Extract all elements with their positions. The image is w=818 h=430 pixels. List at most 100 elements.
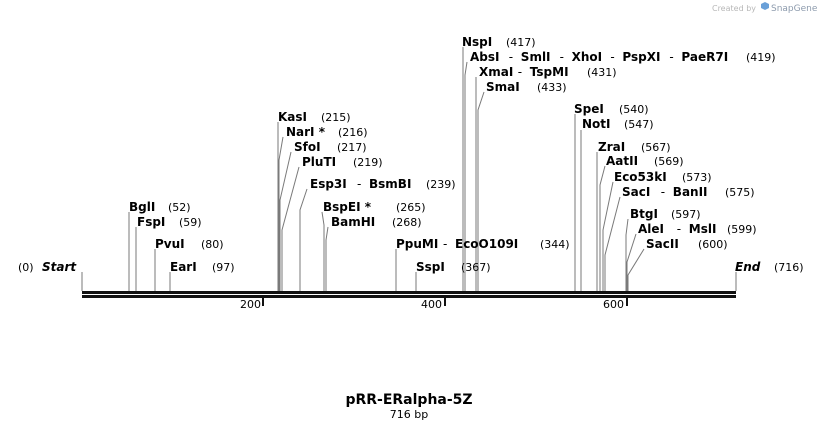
enzyme-cut-position: (216): [338, 126, 368, 139]
enzyme-name[interactable]: SmaI: [486, 80, 520, 94]
enzyme-name[interactable]: KasI: [278, 110, 307, 124]
enzyme-name[interactable]: EcoO109I: [455, 237, 518, 251]
enzyme-name[interactable]: XhoI: [572, 50, 603, 64]
start-position: (0): [18, 261, 34, 274]
leader-line: [602, 181, 614, 291]
enzyme-cut-position: (597): [671, 208, 701, 221]
enzyme-cut-position: (344): [540, 238, 570, 251]
leader-line: [625, 218, 629, 291]
leader-line: [477, 91, 485, 291]
enzyme-cut-position: (599): [727, 223, 757, 236]
enzyme-name[interactable]: BtgI: [630, 207, 658, 221]
enzyme-name[interactable]: PvuI: [155, 237, 185, 251]
enzyme-name[interactable]: Esp3I: [310, 177, 347, 191]
tick-label: 600: [603, 298, 624, 311]
enzyme-name[interactable]: FspI: [137, 215, 165, 229]
enzyme-cut-position: (433): [537, 81, 567, 94]
enzyme-cut-position: (217): [337, 141, 367, 154]
enzyme-name[interactable]: PspXI: [622, 50, 660, 64]
enzyme-name[interactable]: ZraI: [598, 140, 625, 154]
created-by-text: Created by: [712, 4, 756, 13]
enzyme-name[interactable]: BglI: [129, 200, 155, 214]
enzyme-name[interactable]: PpuMI: [396, 237, 438, 251]
leader-line: [325, 226, 329, 291]
enzyme-name[interactable]: SmlI: [521, 50, 551, 64]
snapgene-brand: SnapGene: [771, 4, 818, 14]
leader-line: [604, 196, 621, 291]
enzyme-cut-position: (575): [725, 186, 755, 199]
enzyme-name[interactable]: MslI: [689, 222, 717, 236]
enzyme-separator: -: [669, 50, 673, 64]
leader-line: [464, 61, 468, 291]
leader-line: [599, 165, 606, 291]
enzyme-cut-position: (431): [587, 66, 617, 79]
leader-line: [627, 248, 645, 291]
enzyme-cut-position: (567): [641, 141, 671, 154]
enzyme-cut-position: (59): [179, 216, 202, 229]
leader-line: [321, 211, 325, 291]
enzyme-cut-position: (52): [168, 201, 191, 214]
backbone-top-strand: [82, 291, 736, 294]
enzyme-name[interactable]: SacII: [646, 237, 679, 251]
enzyme-name[interactable]: Eco53kI: [614, 170, 667, 184]
plasmid-length: 716 bp: [390, 408, 428, 421]
enzyme-cut-position: (417): [506, 36, 536, 49]
leader-lines: [81, 47, 737, 291]
enzyme-separator: -: [509, 50, 513, 64]
enzyme-cut-position: (569): [654, 155, 684, 168]
enzyme-name[interactable]: EarI: [170, 260, 197, 274]
enzyme-separator: -: [661, 185, 665, 199]
enzyme-name[interactable]: BanII: [673, 185, 708, 199]
enzyme-separator: -: [357, 177, 361, 191]
enzyme-cut-position: (573): [682, 171, 712, 184]
enzyme-separator: -: [443, 237, 447, 251]
enzyme-name[interactable]: SfoI: [294, 140, 321, 154]
plasmid-name: pRR-ERalpha-5Z: [345, 392, 472, 408]
enzyme-name[interactable]: AatII: [606, 154, 638, 168]
leader-line: [299, 188, 308, 291]
enzyme-cut-position: (215): [321, 111, 351, 124]
enzyme-name[interactable]: NspI: [462, 35, 492, 49]
enzyme-name[interactable]: BspEI *: [323, 200, 372, 214]
leader-line: [626, 233, 637, 291]
enzyme-cut-position: (239): [426, 178, 456, 191]
enzyme-cut-position: (367): [461, 261, 491, 274]
scale-ticks: [262, 298, 628, 306]
enzyme-name[interactable]: BsmBI: [369, 177, 411, 191]
enzyme-cut-position: (600): [698, 238, 728, 251]
end-position: (716): [774, 261, 804, 274]
leader-line: [278, 136, 284, 291]
enzyme-separator: -: [560, 50, 564, 64]
enzyme-cut-position: (419): [746, 51, 776, 64]
enzyme-name[interactable]: TspMI: [530, 65, 569, 79]
enzyme-name[interactable]: PaeR7I: [681, 50, 728, 64]
enzyme-cut-position: (547): [624, 118, 654, 131]
enzyme-separator: -: [677, 222, 681, 236]
enzyme-cut-position: (80): [201, 238, 224, 251]
enzyme-name[interactable]: SspI: [416, 260, 445, 274]
enzyme-name[interactable]: NotI: [582, 117, 611, 131]
leader-line: [281, 166, 300, 291]
enzyme-separator: -: [518, 65, 522, 79]
enzyme-name[interactable]: PluTI: [302, 155, 336, 169]
end-label: End: [735, 260, 761, 274]
backbone-bottom-strand: [82, 295, 736, 298]
enzyme-name[interactable]: XmaI: [479, 65, 513, 79]
start-label: Start: [42, 260, 77, 274]
enzyme-cut-position: (268): [392, 216, 422, 229]
enzyme-name[interactable]: AbsI: [470, 50, 499, 64]
enzyme-name[interactable]: AleI: [638, 222, 664, 236]
enzyme-separator: -: [610, 50, 614, 64]
enzyme-name[interactable]: BamHI: [331, 215, 375, 229]
enzyme-cut-position: (97): [212, 261, 235, 274]
enzyme-cut-position: (540): [619, 103, 649, 116]
enzyme-labels: NspI (417)AbsI - SmlI - XhoI - PspXI - PaeR7I (419…: [129, 35, 776, 274]
enzyme-name[interactable]: NarI *: [286, 125, 326, 139]
enzyme-cut-position: (219): [353, 156, 383, 169]
snapgene-logo-icon: [761, 2, 769, 10]
enzyme-name[interactable]: SpeI: [574, 102, 604, 116]
tick-label: 400: [421, 298, 442, 311]
enzyme-name[interactable]: SacI: [622, 185, 650, 199]
tick-label: 200: [240, 298, 261, 311]
